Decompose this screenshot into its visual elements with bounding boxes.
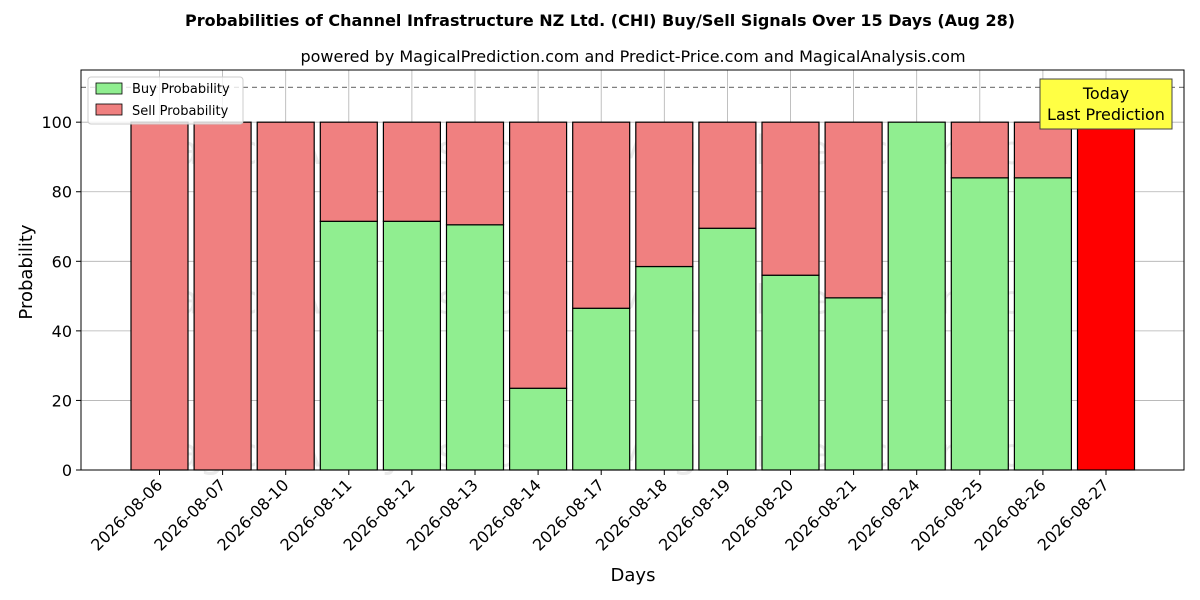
bar-buy <box>887 121 946 471</box>
bar-sell <box>193 121 252 471</box>
bar-sell <box>130 121 189 471</box>
bar-sell <box>635 121 694 268</box>
y-tick-label: 60 <box>52 252 72 271</box>
bar-sell <box>319 121 378 222</box>
bar-sell <box>761 121 820 276</box>
legend-label-buy: Buy Probability <box>132 82 230 97</box>
bar-buy <box>382 220 441 471</box>
chart-title: Probabilities of Channel Infrastructure … <box>185 11 1015 30</box>
y-tick-label: 100 <box>41 113 72 132</box>
bar-sell <box>572 121 631 309</box>
y-tick-label: 80 <box>52 183 72 202</box>
bars-layer <box>130 121 1136 471</box>
bar-buy <box>635 265 694 471</box>
bar-sell <box>1076 121 1136 471</box>
bar-buy <box>824 297 883 471</box>
chart-subtitle: powered by MagicalPrediction.com and Pre… <box>300 47 965 66</box>
bar-buy <box>698 227 757 471</box>
legend: Buy Probability Sell Probability <box>87 76 244 125</box>
annotation-line1: Today <box>1082 84 1129 103</box>
annotation-box <box>1039 78 1173 130</box>
bar-buy <box>319 220 378 471</box>
x-axis-label: Days <box>611 565 656 586</box>
legend-swatch-sell <box>95 103 123 116</box>
bar-sell <box>698 121 757 229</box>
y-axis-label: Probability <box>16 224 37 319</box>
legend-label-sell: Sell Probability <box>132 104 229 119</box>
y-tick-label: 40 <box>52 322 72 341</box>
bar-buy <box>572 307 631 471</box>
bar-sell <box>950 121 1009 179</box>
bar-buy <box>509 387 568 471</box>
legend-box <box>87 76 244 125</box>
y-tick-label: 20 <box>52 391 72 410</box>
bar-buy <box>445 224 505 471</box>
today-annotation: Today Last Prediction <box>1039 78 1173 130</box>
bar-sell <box>509 121 568 389</box>
bar-sell <box>824 121 883 299</box>
bar-sell <box>382 121 441 222</box>
bar-buy <box>761 274 820 471</box>
legend-swatch-buy <box>95 82 123 95</box>
annotation-line2: Last Prediction <box>1047 105 1165 124</box>
bar-sell <box>445 121 505 226</box>
bar-buy <box>950 177 1009 471</box>
bar-buy <box>1013 177 1073 471</box>
bar-sell <box>256 121 315 471</box>
plot-frame <box>80 69 1185 471</box>
bar-sell <box>1013 121 1073 179</box>
y-tick-label: 0 <box>62 461 72 480</box>
